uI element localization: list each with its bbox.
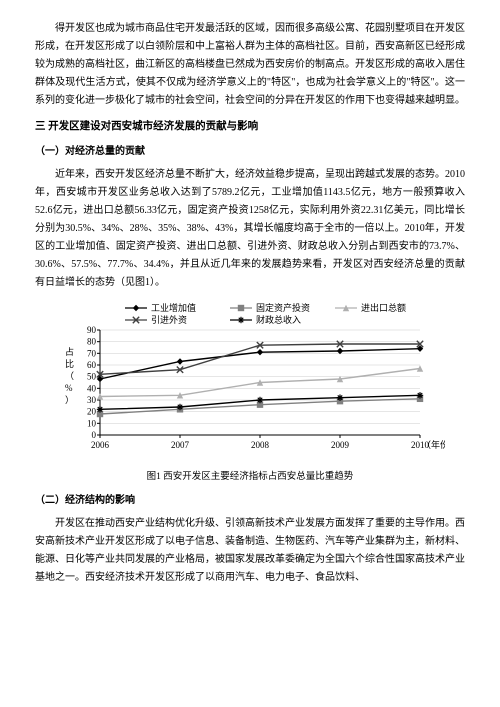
paragraph-2: 近年来，西安开发区经济总量不断扩大，经济效益稳步提高，呈现出跨越式发展的态势。2…: [35, 166, 465, 292]
svg-text:60: 60: [87, 360, 97, 370]
paragraph-intro: 得开发区也成为城市商品住宅开发最活跃的区域，因而很多高级公寓、花园别墅项目在开发…: [35, 20, 465, 110]
svg-text:比: 比: [65, 358, 74, 369]
chart-container: 工业增加值 固定资产投资 进出口总额引进外资 财政总收入占比 （% ） 0 1020 30 405…: [35, 300, 465, 465]
svg-text:30: 30: [87, 395, 97, 405]
svg-text:90: 90: [87, 325, 97, 335]
heading-sub-1: （一）对经济总量的贡献: [35, 143, 465, 161]
svg-text:固定资产投资: 固定资产投资: [256, 302, 310, 313]
svg-text:0: 0: [92, 430, 97, 440]
svg-text:2009: 2009: [331, 440, 350, 450]
svg-text:引进外资: 引进外资: [151, 314, 187, 325]
svg-text:2008: 2008: [251, 440, 270, 450]
svg-text:%: %: [65, 383, 73, 393]
svg-text:2007: 2007: [171, 440, 190, 450]
svg-text:80: 80: [87, 337, 97, 347]
svg-text:财政总收入: 财政总收入: [256, 314, 301, 325]
svg-text:）: ）: [65, 395, 74, 405]
svg-text:2006: 2006: [91, 440, 110, 450]
svg-text:50: 50: [87, 372, 97, 382]
svg-text:10: 10: [87, 418, 97, 428]
heading-section-3: 三 开发区建设对西安城市经济发展的贡献与影响: [35, 118, 465, 137]
svg-text:工业增加值: 工业增加值: [151, 302, 196, 313]
chart-caption: 图1 西安开发区主要经济指标占西安总量比重趋势: [35, 469, 465, 486]
svg-text:占: 占: [65, 346, 74, 357]
chart-svg: 工业增加值 固定资产投资 进出口总额引进外资 财政总收入占比 （% ） 0 1020 30 405…: [55, 300, 445, 465]
svg-text:（年份）: （年份）: [422, 439, 445, 450]
svg-text:40: 40: [87, 383, 97, 393]
svg-text:20: 20: [87, 407, 97, 417]
svg-text:进出口总额: 进出口总额: [361, 302, 406, 313]
svg-text:70: 70: [87, 348, 97, 358]
svg-text:（: （: [65, 371, 74, 381]
paragraph-3: 开发区在推动西安产业结构优化升级、引领高新技术产业发展方面发挥了重要的主导作用。…: [35, 515, 465, 587]
heading-sub-2: （二）经济结构的影响: [35, 492, 465, 510]
